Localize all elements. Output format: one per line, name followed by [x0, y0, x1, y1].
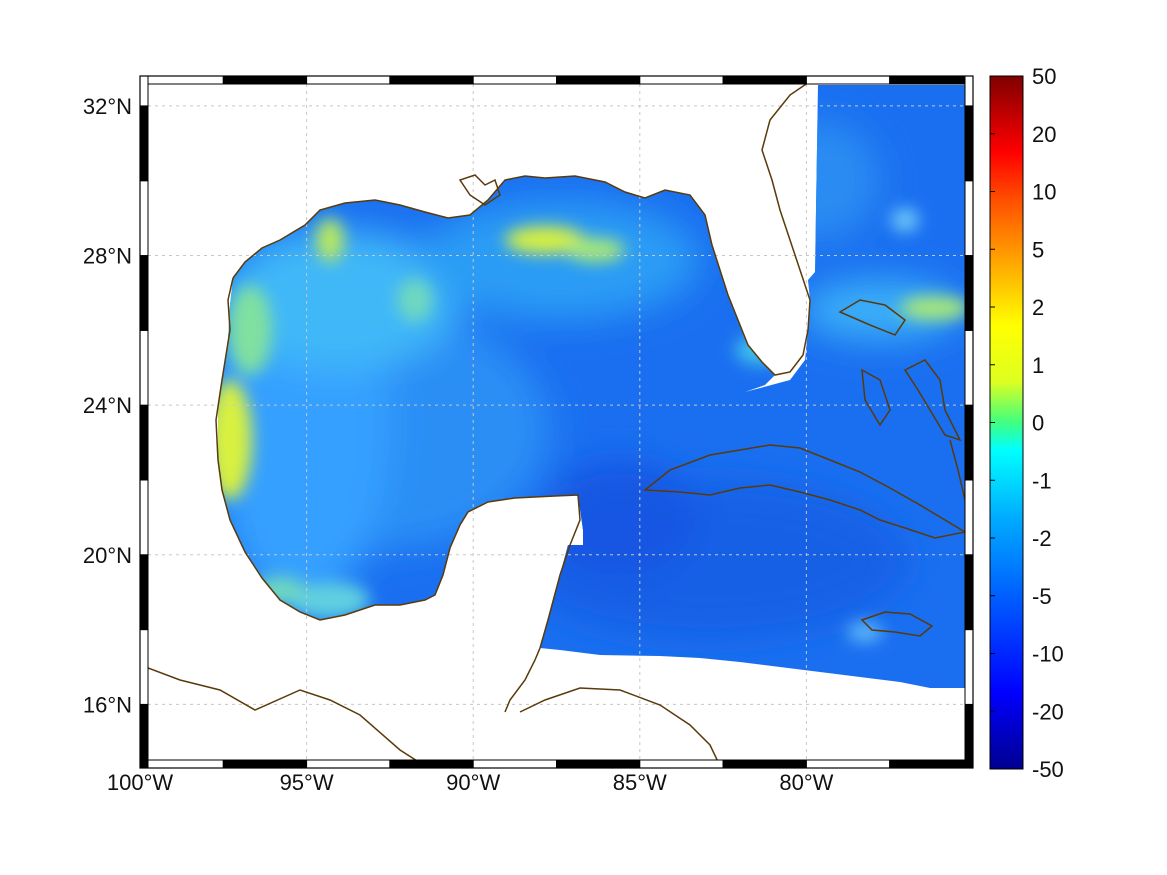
lon-tick-label: 80°W [779, 770, 833, 795]
frame-segment [306, 759, 391, 769]
coastline [148, 84, 965, 760]
frame-segment [889, 75, 974, 85]
frame-segment [139, 329, 149, 406]
colorbar-tick-label: -20 [1032, 699, 1064, 724]
lat-tick-label: 20°N [83, 543, 132, 568]
frame-segment [472, 759, 558, 769]
colorbar-tick-label: 1 [1032, 353, 1044, 378]
frame-segment [964, 105, 974, 182]
colorbar-tick-label: 10 [1032, 180, 1056, 205]
colorbar-tick-label: -1 [1032, 468, 1052, 493]
colorbar-tick-label: 0 [1032, 411, 1044, 436]
longitude-labels: 100°W 95°W 90°W 85°W 80°W [107, 770, 834, 795]
frame-segment [139, 75, 149, 107]
frame-segment [472, 75, 558, 85]
colorbar-tick-label: 50 [1032, 64, 1056, 89]
lon-tick-label: 100°W [107, 770, 174, 795]
colorbar-tick-label: -10 [1032, 642, 1064, 667]
latitude-labels: 32°N 28°N 24°N 20°N 16°N [83, 94, 132, 717]
hispaniola-edge [949, 439, 965, 501]
lon-tick-label: 90°W [446, 770, 500, 795]
frame-segment [964, 479, 974, 556]
mexico-west-coast [215, 277, 581, 713]
frame-segment [139, 404, 149, 481]
frame-segment [139, 703, 149, 769]
jamaica [860, 611, 934, 637]
frame-segment [964, 554, 974, 631]
frame-segment [722, 75, 807, 85]
lat-tick-label: 32°N [83, 94, 132, 119]
frame-segment [389, 75, 474, 85]
colorbar-tick-label: -5 [1032, 584, 1052, 609]
frame-segment [964, 180, 974, 257]
frame-segment [139, 629, 149, 705]
frame-segment [222, 75, 308, 85]
frame-segment [964, 703, 974, 769]
lat-tick-label: 16°N [83, 692, 132, 717]
frame-segment [389, 759, 474, 769]
frame-segment [964, 404, 974, 481]
frame-segment [889, 759, 974, 769]
lon-tick-label: 85°W [613, 770, 667, 795]
lat-tick-label: 28°N [83, 244, 132, 269]
frame-border [139, 75, 974, 769]
map-frame [139, 75, 974, 769]
frame-segment [556, 75, 641, 85]
frame-segment [139, 759, 224, 769]
central-america-coast [148, 667, 418, 760]
colorbar-tick-label: -2 [1032, 526, 1052, 551]
cuba [643, 444, 965, 539]
frame-segment [805, 759, 891, 769]
mississippi-delta [458, 174, 501, 206]
frame-segment [722, 759, 807, 769]
frame-segment [306, 75, 391, 85]
frame-segment [556, 759, 641, 769]
honduras-coast [519, 687, 718, 760]
colorbar-gradient [989, 75, 1024, 770]
frame-segment [805, 75, 891, 85]
frame-segment [964, 75, 974, 107]
frame-segment [139, 479, 149, 556]
bahamas [838, 299, 962, 442]
frame-segment [139, 180, 149, 257]
frame-segment [639, 759, 724, 769]
lon-tick-label: 95°W [280, 770, 334, 795]
colorbar-tick-label: 2 [1032, 295, 1044, 320]
frame-segment [139, 105, 149, 182]
frame-segment [639, 75, 724, 85]
colorbar-tick-label: 20 [1032, 122, 1056, 147]
frame-segment [139, 255, 149, 331]
ocean-data-field [218, 85, 965, 688]
frame-segment [964, 255, 974, 331]
frame-segment [964, 329, 974, 406]
frame-segment [222, 759, 308, 769]
lat-tick-label: 24°N [83, 393, 132, 418]
us-mexico-gulf-coast [232, 84, 811, 376]
frame-segment [964, 629, 974, 705]
frame-segment [139, 75, 224, 85]
colorbar-tick-label: -50 [1032, 757, 1064, 782]
frame-segment [139, 554, 149, 631]
colorbar-tick-label: 5 [1032, 237, 1044, 262]
